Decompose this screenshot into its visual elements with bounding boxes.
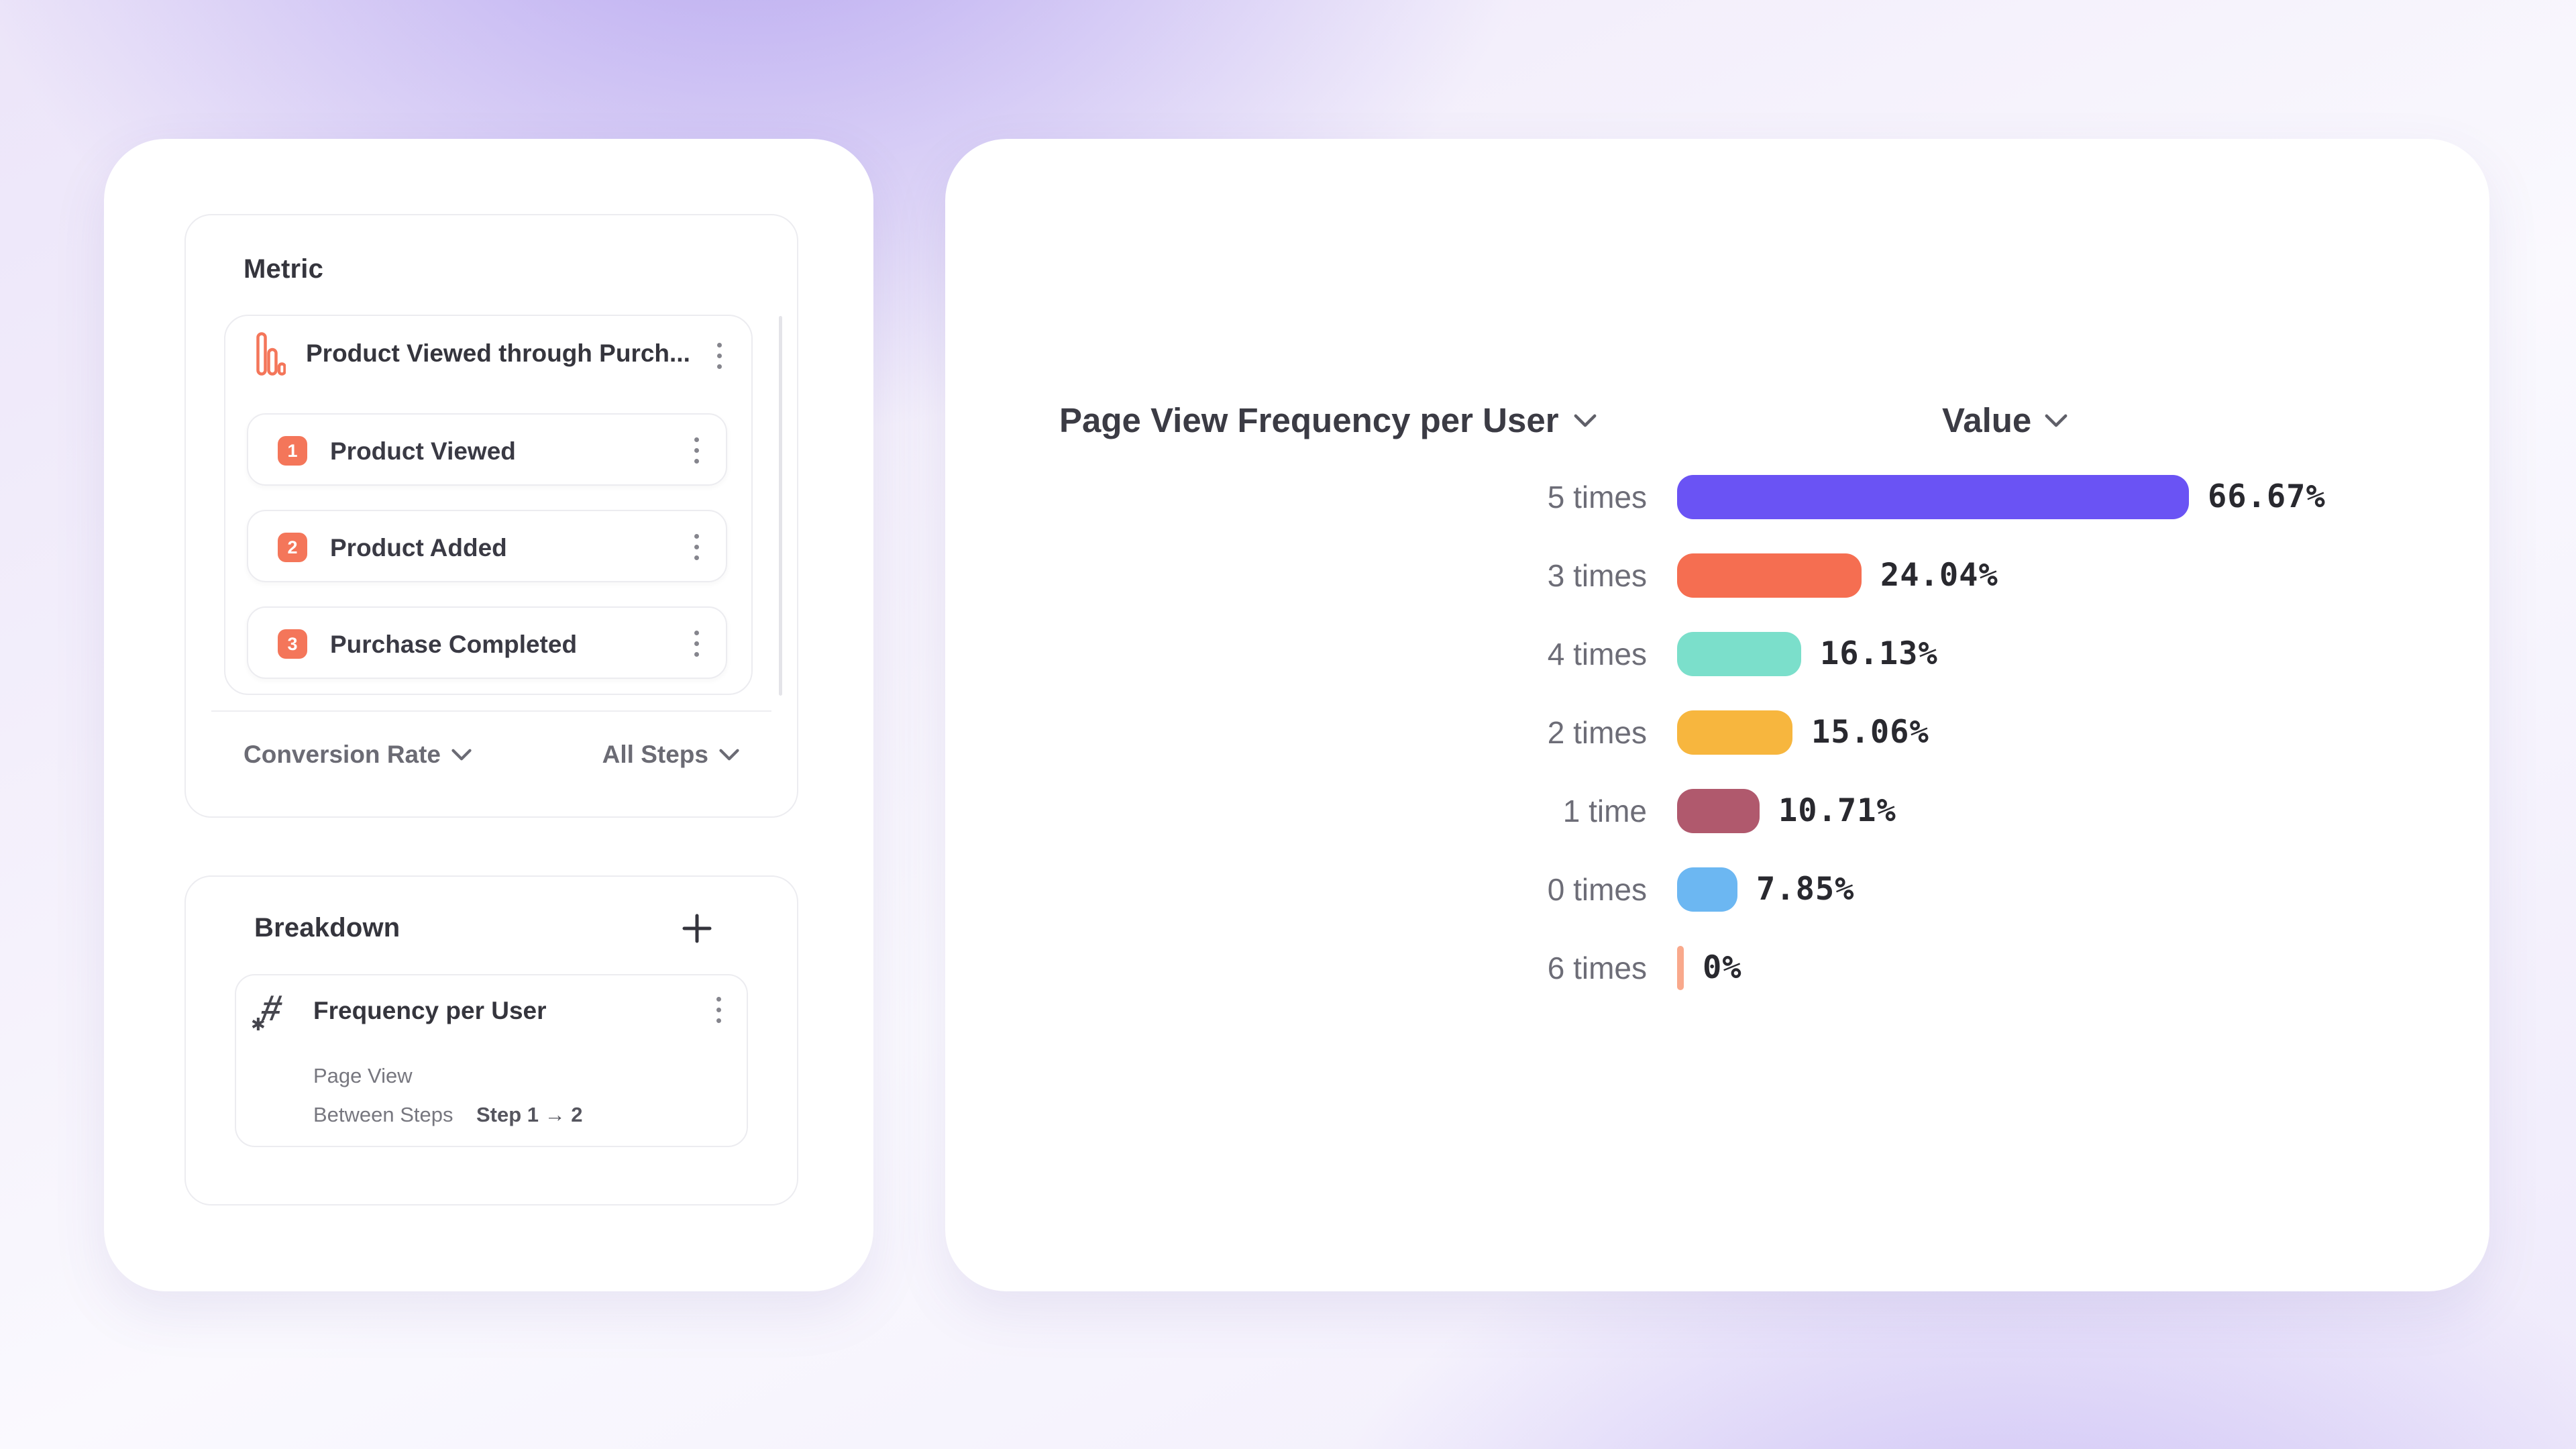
bar-row: 0 times 7.85%: [945, 850, 2489, 928]
bar[interactable]: [1677, 631, 1801, 676]
bar[interactable]: [1677, 553, 1862, 598]
add-breakdown-button[interactable]: [680, 912, 714, 945]
bar-row: 1 time 10.71%: [945, 771, 2489, 850]
bar[interactable]: [1677, 474, 2189, 519]
numeric-property-icon: # ✱: [251, 988, 286, 1034]
step-label: Purchase Completed: [330, 631, 578, 658]
metric-footer: Conversion Rate All Steps: [244, 733, 739, 776]
funnel-group-card: Product Viewed through Purch... 1 Produc…: [224, 315, 753, 695]
bar[interactable]: [1677, 788, 1760, 833]
category-label: 1 time: [1562, 793, 1647, 828]
funnel-header-row[interactable]: Product Viewed through Purch...: [225, 316, 751, 391]
value-label: 16.13%: [1820, 635, 1938, 672]
x-axis-dropdown[interactable]: Page View Frequency per User: [1059, 400, 1597, 440]
step-number-badge: 1: [278, 436, 307, 466]
value-dropdown-label: Value: [1942, 401, 2032, 439]
category-label: 3 times: [1547, 557, 1647, 593]
value-label: 10.71%: [1778, 792, 1896, 829]
chevron-down-icon: [719, 749, 739, 761]
category-label: 5 times: [1547, 479, 1647, 515]
all-steps-dropdown[interactable]: All Steps: [602, 741, 739, 769]
bar[interactable]: [1677, 710, 1792, 755]
category-label: 2 times: [1547, 714, 1647, 750]
conversion-rate-label: Conversion Rate: [244, 741, 441, 768]
step-label: Product Viewed: [330, 437, 516, 465]
bar[interactable]: [1677, 867, 1737, 912]
chevron-down-icon: [1574, 414, 1596, 427]
funnel-name: Product Viewed through Purch...: [306, 339, 690, 367]
category-label: 4 times: [1547, 636, 1647, 672]
category-label: 0 times: [1547, 871, 1647, 907]
bar[interactable]: [1677, 945, 1684, 990]
kebab-menu-icon[interactable]: [694, 437, 699, 464]
kebab-menu-icon[interactable]: [716, 997, 721, 1023]
breakdown-title: Breakdown: [254, 913, 400, 943]
value-label: 24.04%: [1880, 557, 1998, 594]
chevron-down-icon: [451, 749, 472, 761]
breakdown-scope-value: Step 1 → 2: [476, 1103, 583, 1126]
plus-icon: [682, 914, 712, 943]
breakdown-card: Breakdown # ✱ Frequency per User Page Vi…: [184, 875, 798, 1205]
funnel-step-row-1[interactable]: 1 Product Viewed: [247, 413, 727, 486]
value-label: 0%: [1703, 949, 1742, 986]
kebab-menu-icon[interactable]: [694, 631, 699, 657]
bar-row: 6 times 0%: [945, 928, 2489, 1007]
conversion-rate-dropdown[interactable]: Conversion Rate: [244, 741, 472, 769]
category-label: 6 times: [1547, 950, 1647, 985]
step-number-badge: 2: [278, 533, 307, 562]
query-builder-panel: Metric Product Viewed through Purch... 1…: [104, 139, 873, 1291]
all-steps-label: All Steps: [602, 741, 708, 768]
bar-row: 3 times 24.04%: [945, 536, 2489, 614]
funnel-step-row-3[interactable]: 3 Purchase Completed: [247, 606, 727, 679]
bar-row: 4 times 16.13%: [945, 614, 2489, 693]
breakdown-scope-label: Between Steps: [313, 1103, 453, 1126]
bar-chart: 5 times 66.67% 3 times 24.04% 4 times 16…: [945, 458, 2489, 1007]
metric-title: Metric: [244, 254, 324, 284]
breakdown-property-card[interactable]: # ✱ Frequency per User Page View Between…: [235, 974, 748, 1147]
kebab-menu-icon[interactable]: [717, 343, 722, 369]
chevron-down-icon: [2045, 414, 2068, 427]
x-axis-dropdown-label: Page View Frequency per User: [1059, 401, 1559, 439]
step-number-badge: 3: [278, 629, 307, 659]
bar-row: 5 times 66.67%: [945, 458, 2489, 536]
step-label: Product Added: [330, 534, 507, 561]
breakdown-event: Page View: [313, 1064, 413, 1087]
kebab-menu-icon[interactable]: [694, 534, 699, 560]
value-label: 15.06%: [1811, 714, 1929, 751]
chart-panel: Page View Frequency per User Value 5 tim…: [945, 139, 2489, 1291]
funnel-bars-icon: [256, 332, 286, 376]
metric-card: Metric Product Viewed through Purch... 1…: [184, 214, 798, 818]
bar-row: 2 times 15.06%: [945, 693, 2489, 771]
value-dropdown[interactable]: Value: [1942, 400, 2068, 440]
scrollbar[interactable]: [779, 316, 782, 696]
funnel-step-row-2[interactable]: 2 Product Added: [247, 510, 727, 582]
value-label: 7.85%: [1756, 871, 1855, 908]
divider: [211, 710, 771, 712]
breakdown-property-name: Frequency per User: [313, 997, 547, 1024]
value-label: 66.67%: [2208, 478, 2326, 515]
